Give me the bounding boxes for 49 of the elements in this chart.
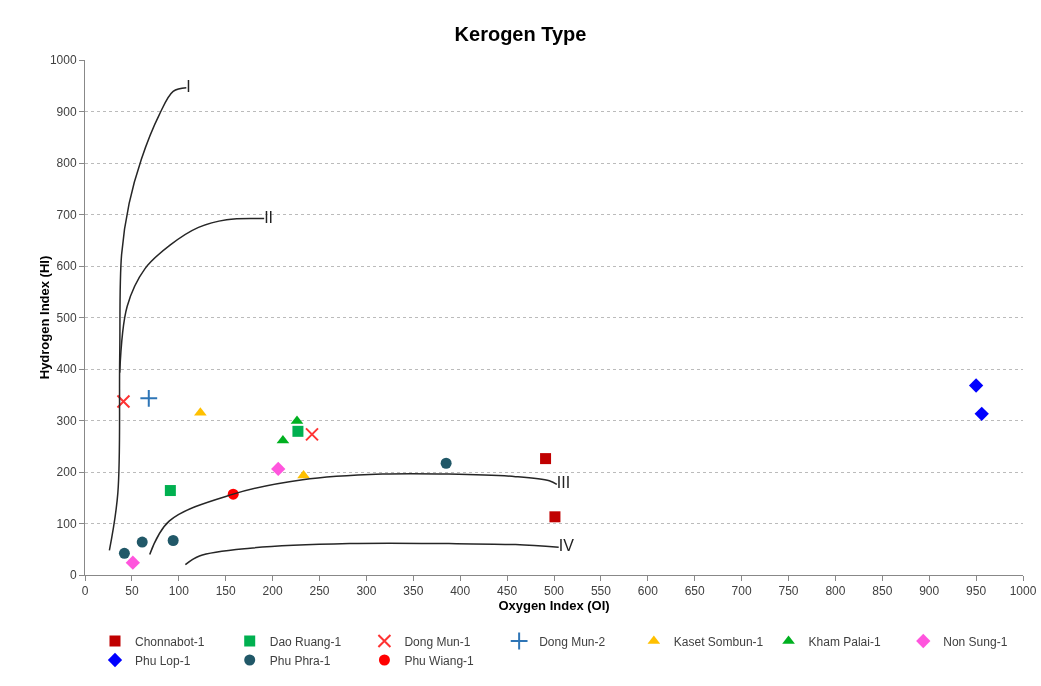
series-label: IV [558, 537, 575, 555]
x-tick-label: 300 [356, 584, 377, 599]
series-label: III [556, 474, 571, 492]
x-tick-label: 650 [684, 584, 706, 599]
x-axis-title: Oxygen Index (OI) [498, 598, 610, 614]
y-tick-label: 200 [56, 465, 77, 480]
legend-label: Non Sung-1 [943, 634, 1008, 649]
legend-label: Phu Lop-1 [135, 653, 191, 668]
series-label: I [186, 77, 191, 95]
legend-label: Dong Mun-1 [404, 634, 471, 649]
x-tick-label: 150 [215, 584, 237, 599]
y-tick-label: 900 [56, 104, 77, 119]
legend-label: Dong Mun-2 [539, 634, 606, 649]
legend-label: Chonnabot-1 [135, 634, 205, 649]
x-tick-label: 50 [125, 584, 139, 599]
x-tick-label: 950 [966, 584, 987, 599]
x-tick-label: 600 [637, 584, 659, 599]
legend-label: Kaset Sombun-1 [673, 634, 764, 649]
x-tick-label: 1000 [1009, 584, 1037, 599]
x-tick-label: 400 [450, 584, 471, 599]
x-tick-label: 800 [825, 584, 846, 599]
y-tick-label: 1000 [49, 53, 77, 68]
x-tick-label: 500 [543, 584, 565, 599]
x-tick-label: 250 [309, 584, 330, 599]
y-tick-label: 400 [56, 362, 77, 377]
y-tick-label: 100 [56, 516, 77, 531]
y-tick-label: 300 [56, 413, 77, 428]
x-tick-label: 850 [872, 584, 893, 599]
y-tick-label: 600 [56, 259, 77, 274]
x-tick-label: 100 [168, 584, 190, 599]
y-axis-title: Hydrogen Index (HI) [37, 255, 52, 380]
x-tick-label: 900 [919, 584, 940, 599]
chart-title: Kerogen Type [454, 23, 587, 46]
y-tick-label: 700 [56, 207, 77, 222]
y-tick-label: 0 [69, 568, 77, 583]
x-tick-label: 750 [778, 584, 799, 599]
y-tick-label: 800 [56, 156, 77, 171]
y-tick-label: 500 [56, 310, 77, 325]
x-tick-label: 550 [590, 584, 612, 599]
x-tick-label: 450 [497, 584, 518, 599]
series-label: II [264, 208, 274, 226]
x-tick-label: 700 [731, 584, 752, 599]
legend-label: Phu Wiang-1 [404, 653, 475, 668]
x-tick-label: 350 [403, 584, 424, 599]
legend-label: Kham Palai-1 [808, 634, 881, 649]
legend-label: Phu Phra-1 [269, 653, 331, 668]
x-tick-label: 0 [81, 584, 89, 599]
x-tick-label: 200 [262, 584, 283, 599]
legend-label: Dao Ruang-1 [269, 634, 342, 649]
